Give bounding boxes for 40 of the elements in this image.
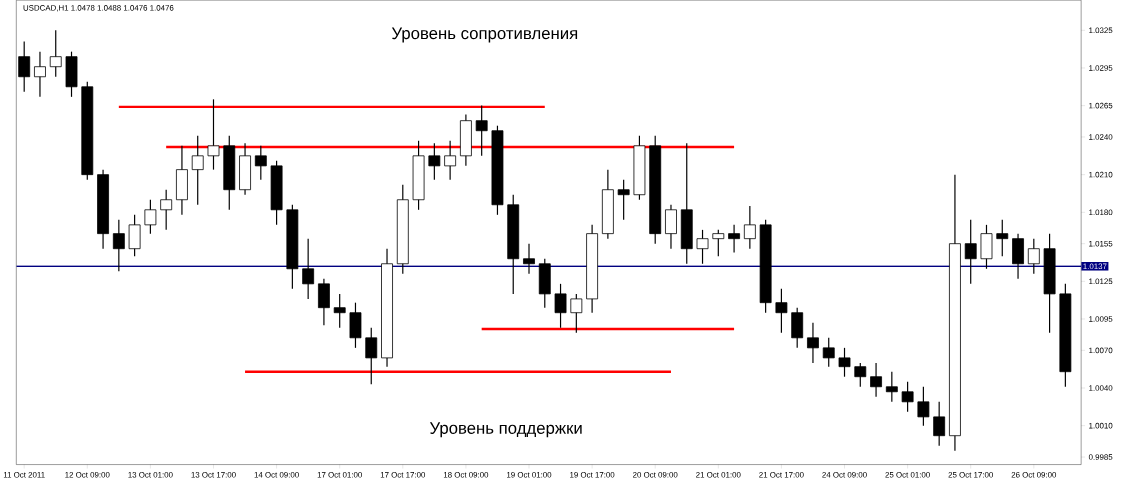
candlestick	[191, 135, 204, 206]
candlestick	[49, 29, 62, 78]
candlestick	[160, 189, 173, 231]
candlestick	[885, 371, 898, 403]
candlestick	[444, 140, 457, 181]
candlestick	[475, 105, 488, 157]
candlestick	[254, 145, 267, 181]
candlestick	[996, 219, 1009, 257]
candlestick	[112, 219, 125, 272]
candlestick	[917, 386, 930, 427]
candlestick	[617, 179, 630, 221]
candlestick	[428, 142, 441, 181]
candlestick	[775, 288, 788, 334]
annotation: Уровень поддержки	[429, 422, 582, 438]
candlestick	[570, 293, 583, 334]
candlestick	[933, 401, 946, 447]
candlestick	[365, 327, 378, 385]
annotation: Уровень сопротивления	[391, 27, 578, 43]
candlestick	[822, 337, 835, 368]
candlestick	[712, 229, 725, 257]
candlestick	[743, 205, 756, 250]
candlestick	[696, 229, 709, 265]
candlestick	[728, 224, 740, 254]
candlestick	[838, 347, 851, 378]
candlestick	[144, 199, 157, 235]
candlestick	[333, 293, 346, 329]
candlestick	[554, 283, 567, 329]
candlestick	[207, 98, 220, 171]
candlestick	[665, 204, 677, 250]
candlestick	[34, 51, 46, 98]
candlestick	[870, 362, 882, 398]
candlestick	[523, 243, 535, 275]
candlestick	[128, 214, 141, 257]
candlestick	[1027, 238, 1040, 275]
candlestick	[302, 238, 315, 300]
candlestick	[854, 362, 867, 388]
candlestick	[318, 278, 330, 326]
candlestick	[807, 322, 819, 364]
candlestick	[964, 219, 977, 285]
candlestick	[901, 381, 914, 413]
